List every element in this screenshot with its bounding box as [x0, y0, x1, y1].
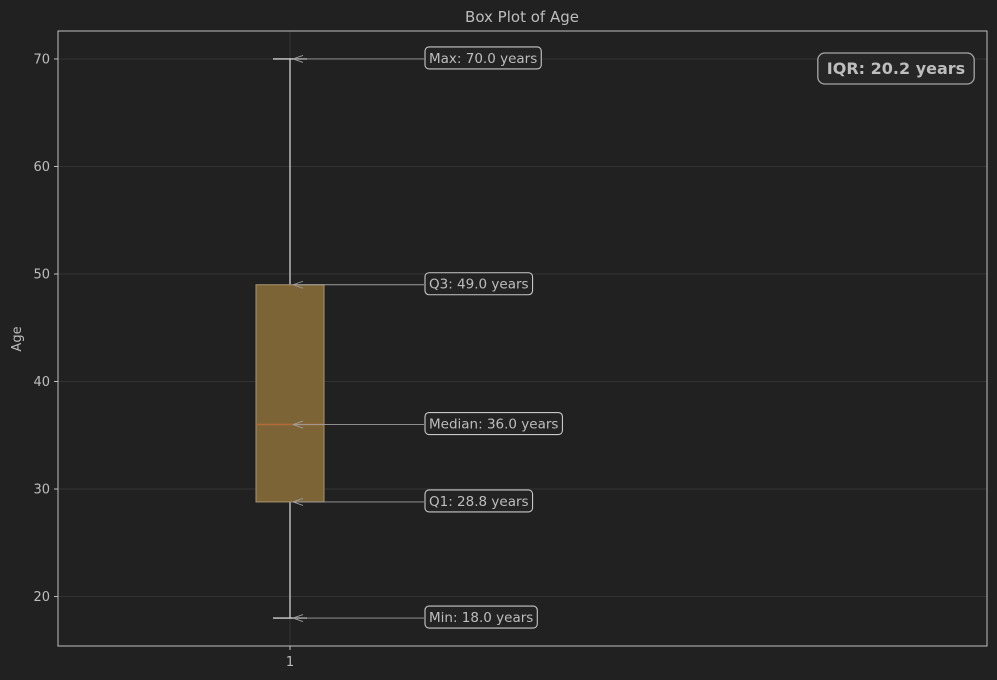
plot-frame	[57, 30, 988, 647]
annotation-box	[424, 489, 534, 513]
y-tick-label: 20	[33, 590, 50, 605]
annotation-arrowhead	[292, 280, 304, 289]
annotation-label-min: Min: 18.0 years	[429, 610, 533, 626]
annotation-arrowhead	[292, 614, 304, 622]
plot-area	[58, 31, 987, 646]
annotation-label-max: Max: 70.0 years	[429, 51, 537, 67]
x-axis: 1	[286, 646, 294, 670]
iqr-badge: IQR: 20.2 years	[817, 52, 975, 85]
annotation-arrowhead	[292, 498, 304, 506]
y-axis-label: Age	[10, 326, 25, 351]
annotation-label-q3: Q3: 49.0 years	[429, 277, 529, 293]
annotation-label-q1: Q1: 28.8 years	[429, 494, 529, 510]
y-tick-label: 40	[33, 375, 50, 390]
y-tick-label: 30	[33, 483, 50, 498]
box-plot	[255, 58, 325, 619]
annotation-box	[424, 411, 564, 436]
y-tick-label: 60	[33, 160, 50, 175]
y-tick-label: 70	[33, 52, 50, 67]
x-tick-label: 1	[286, 655, 294, 670]
annotations: Max: 70.0 years Q3: 49.0 years Median: 36.…	[292, 46, 564, 629]
chart-title: Box Plot of Age	[465, 8, 579, 26]
annotation-arrowhead	[292, 420, 304, 429]
iqr-box	[255, 284, 325, 503]
annotation-box	[424, 46, 542, 70]
iqr-label: IQR: 20.2 years	[827, 59, 965, 78]
annotation-label-median: Median: 36.0 years	[429, 417, 558, 433]
annotation-arrowhead	[292, 55, 304, 63]
y-axis: 20 30 40 50 60 70	[33, 52, 58, 605]
y-tick-label: 50	[33, 267, 50, 282]
annotation-box	[424, 272, 534, 296]
iqr-badge-frame	[817, 52, 975, 85]
annotation-box	[424, 605, 538, 629]
